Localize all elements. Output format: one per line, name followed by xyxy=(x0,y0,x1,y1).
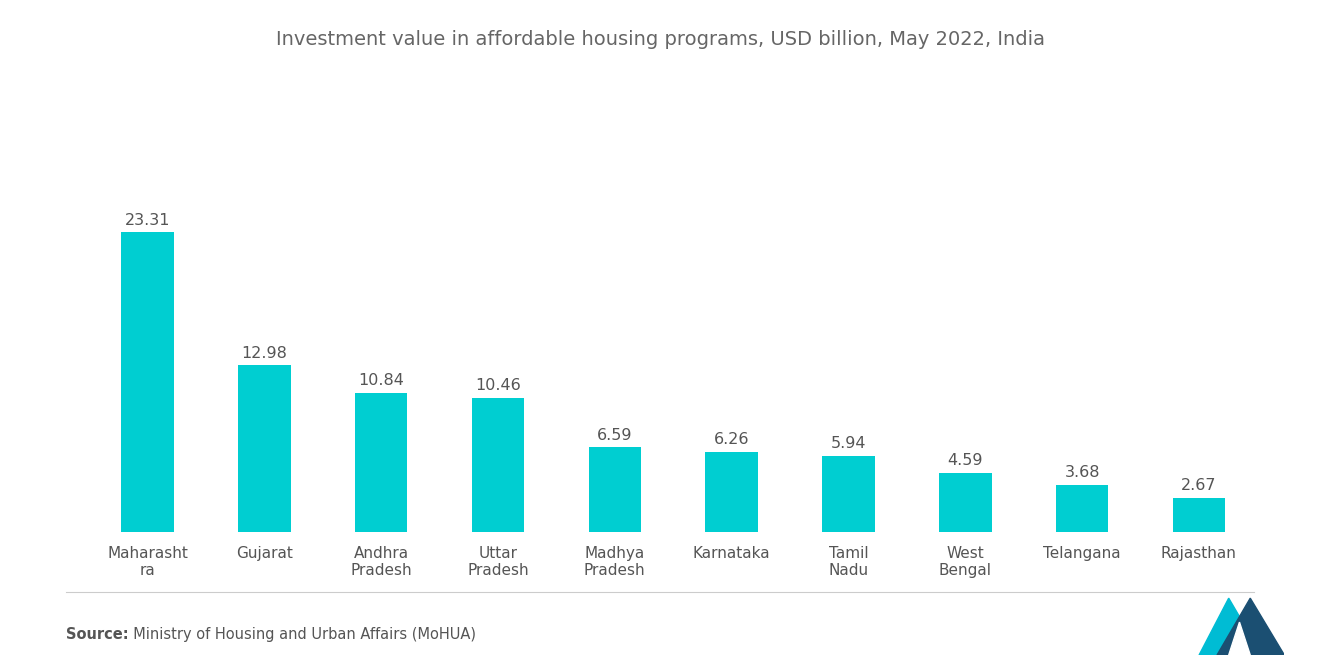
Polygon shape xyxy=(1199,598,1262,655)
Text: 3.68: 3.68 xyxy=(1064,465,1100,480)
Text: 10.84: 10.84 xyxy=(358,373,404,388)
Bar xyxy=(355,392,408,532)
Text: 10.46: 10.46 xyxy=(475,378,521,393)
Text: Ministry of Housing and Urban Affairs (MoHUA): Ministry of Housing and Urban Affairs (M… xyxy=(124,626,477,642)
Text: Source:: Source: xyxy=(66,626,128,642)
Text: 6.26: 6.26 xyxy=(714,432,750,447)
Bar xyxy=(705,452,758,532)
Bar xyxy=(822,456,875,532)
Text: 2.67: 2.67 xyxy=(1181,478,1217,493)
Text: 12.98: 12.98 xyxy=(242,346,288,360)
Bar xyxy=(471,398,524,532)
Bar xyxy=(939,473,991,532)
Text: 23.31: 23.31 xyxy=(124,213,170,228)
Text: 6.59: 6.59 xyxy=(597,428,632,443)
Text: 5.94: 5.94 xyxy=(830,436,866,451)
Polygon shape xyxy=(1217,598,1284,655)
Text: Investment value in affordable housing programs, USD billion, May 2022, India: Investment value in affordable housing p… xyxy=(276,30,1044,49)
Bar xyxy=(238,365,290,532)
Text: 4.59: 4.59 xyxy=(948,454,983,468)
Polygon shape xyxy=(1229,622,1250,655)
Bar xyxy=(589,448,642,532)
Bar xyxy=(121,232,174,532)
Bar xyxy=(1056,485,1109,532)
Bar xyxy=(1172,497,1225,532)
